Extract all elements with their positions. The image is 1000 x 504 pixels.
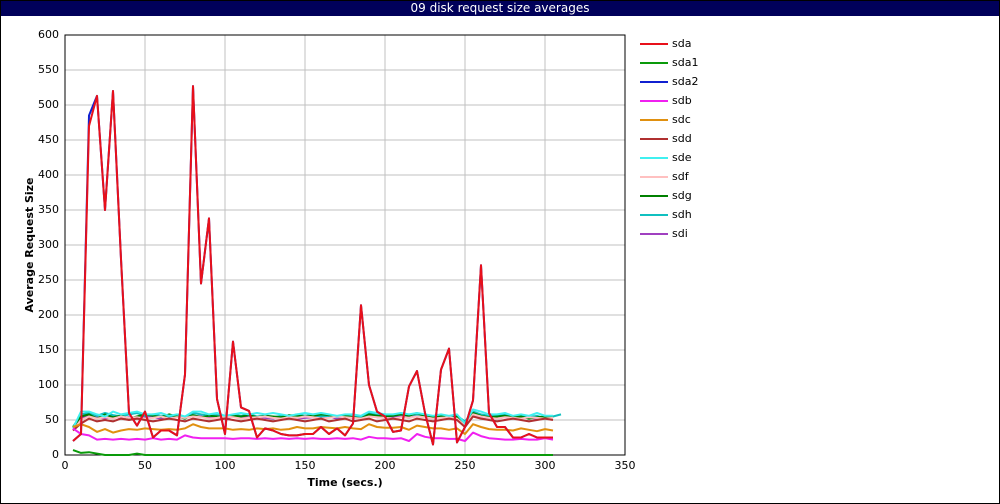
- legend-label: sdb: [672, 94, 692, 107]
- x-tick-label: 250: [455, 459, 476, 472]
- legend-label: sdf: [672, 170, 690, 183]
- series-line: [72, 85, 553, 446]
- legend-label: sdc: [672, 113, 691, 126]
- x-tick-label: 300: [535, 459, 556, 472]
- x-tick-label: 0: [62, 459, 69, 472]
- y-tick-label: 150: [38, 343, 59, 356]
- x-tick-label: 100: [215, 459, 236, 472]
- legend-label: sda2: [672, 75, 698, 88]
- y-tick-label: 350: [38, 203, 59, 216]
- legend-label: sde: [672, 151, 692, 164]
- y-tick-label: 100: [38, 378, 59, 391]
- series-line: [72, 423, 554, 435]
- y-tick-label: 450: [38, 133, 59, 146]
- y-tick-label: 200: [38, 308, 59, 321]
- y-tick-label: 550: [38, 63, 59, 76]
- legend-label: sda1: [672, 56, 698, 69]
- y-tick-label: 250: [38, 273, 59, 286]
- title-bar: [1, 1, 999, 16]
- series-line: [72, 408, 553, 429]
- x-tick-label: 350: [615, 459, 636, 472]
- legend-label: sdh: [672, 208, 692, 221]
- legend-label: sda: [672, 37, 691, 50]
- y-tick-label: 500: [38, 98, 59, 111]
- series-line: [72, 415, 554, 432]
- series-line: [72, 413, 554, 432]
- x-tick-label: 50: [138, 459, 152, 472]
- series-line: [72, 449, 553, 456]
- series-line: [72, 412, 554, 428]
- y-axis-label: Average Request Size: [23, 177, 36, 312]
- y-tick-label: 400: [38, 168, 59, 181]
- legend-label: sdg: [672, 189, 692, 202]
- y-tick-label: 50: [45, 413, 59, 426]
- legend-label: sdd: [672, 132, 692, 145]
- chart-title: 09 disk request size averages: [411, 1, 590, 15]
- x-axis-label: Time (secs.): [307, 476, 382, 489]
- x-tick-label: 150: [295, 459, 316, 472]
- legend-label: sdi: [672, 227, 688, 240]
- y-tick-label: 0: [52, 448, 59, 461]
- y-tick-label: 600: [38, 28, 59, 41]
- y-tick-label: 300: [38, 238, 59, 251]
- x-tick-label: 200: [375, 459, 396, 472]
